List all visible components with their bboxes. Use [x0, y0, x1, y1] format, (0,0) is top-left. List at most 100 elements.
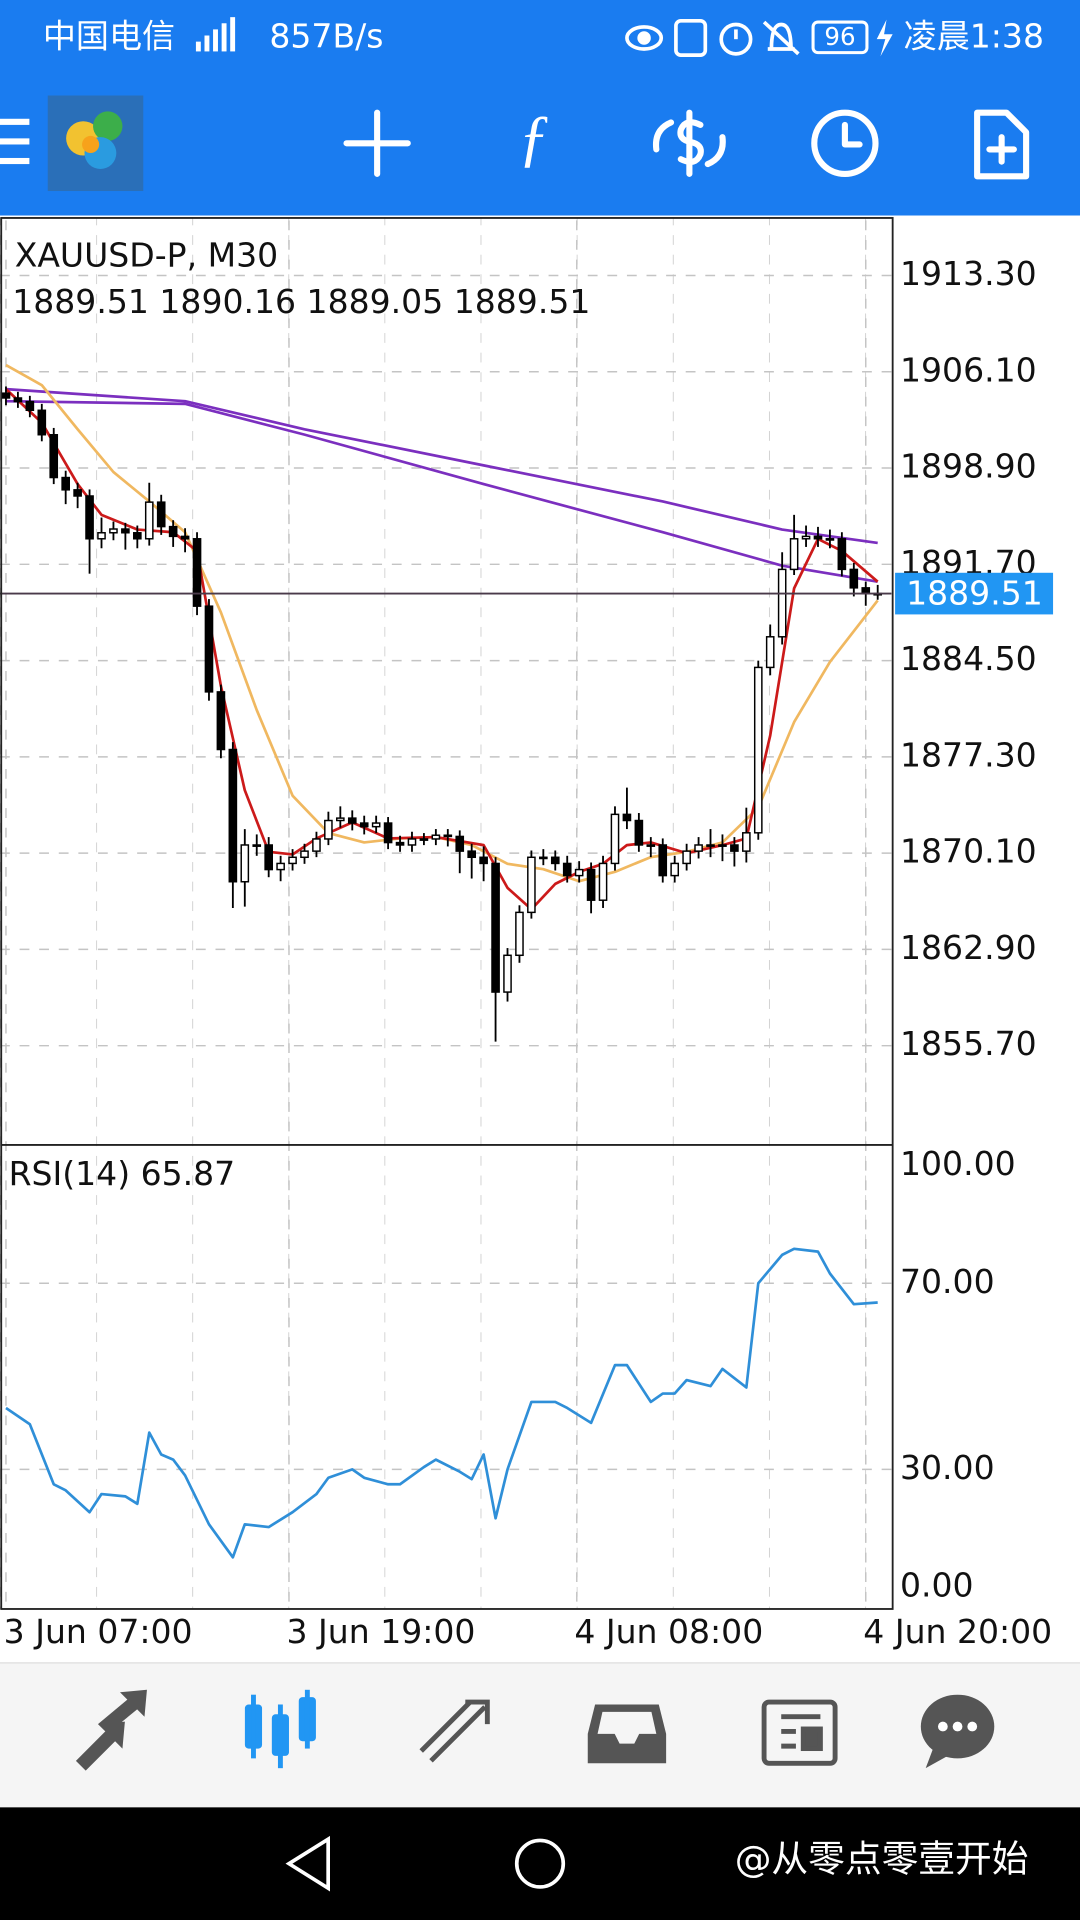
candle-body — [801, 535, 811, 540]
back-button[interactable] — [285, 1835, 330, 1892]
candle-body — [288, 856, 297, 865]
vertical-grid — [0, 217, 893, 1609]
candle-body — [562, 862, 572, 877]
indicator-line — [5, 387, 878, 545]
candle-body — [25, 400, 35, 412]
y-tick-label: 1870.10 — [900, 832, 1037, 871]
plot — [0, 220, 892, 1609]
candle-body — [407, 838, 417, 846]
candle-body — [121, 528, 130, 534]
candle-body — [359, 822, 369, 828]
candle-body — [61, 476, 70, 491]
candle-body — [491, 862, 500, 993]
indicators-button[interactable]: ƒ — [518, 102, 550, 173]
candle-body — [383, 822, 393, 844]
candle-body — [324, 819, 333, 840]
candle-body — [431, 834, 441, 840]
y-tick-label: 100.00 — [900, 1144, 1016, 1183]
candle-body — [1, 392, 11, 399]
candle-body — [109, 528, 118, 534]
candle-body — [742, 832, 751, 852]
candle-body — [622, 813, 632, 822]
candle-body — [443, 834, 453, 838]
history-tab[interactable] — [587, 1704, 667, 1764]
clock: 凌晨1:38 — [904, 16, 1044, 55]
candle-body — [539, 856, 548, 860]
candle-body — [300, 850, 309, 859]
candle-body — [144, 501, 154, 540]
candle-body — [730, 844, 739, 852]
chat-tab[interactable] — [920, 1694, 995, 1769]
candle-body — [252, 844, 262, 847]
status-icons — [625, 18, 800, 57]
candle-body — [753, 666, 763, 834]
quotes-tab[interactable] — [75, 1689, 147, 1771]
chart-tab[interactable] — [244, 1689, 316, 1769]
candle-body — [658, 844, 668, 877]
indicator-line — [5, 1247, 878, 1559]
candle-body — [849, 568, 859, 589]
y-tick-label: 1913.30 — [900, 254, 1037, 293]
candle-body — [395, 841, 405, 846]
candle-body — [789, 538, 799, 571]
candle-body — [85, 495, 94, 540]
candle-body — [765, 636, 775, 669]
candle-body — [694, 844, 703, 852]
app-logo[interactable] — [47, 95, 144, 192]
battery-level: 96 — [824, 22, 855, 51]
chart-title: XAUUSD-P, M30 — [15, 236, 278, 275]
y-tick-label: 1862.90 — [900, 928, 1037, 967]
trade-button[interactable] — [652, 109, 726, 177]
y-tick-label: 1906.10 — [900, 350, 1037, 389]
signal-icon — [195, 17, 236, 52]
candle-body — [706, 844, 715, 847]
candle-body — [646, 844, 656, 847]
y-tick-label: 1898.90 — [900, 447, 1037, 486]
y-tick-label: 0.00 — [900, 1565, 974, 1604]
candle-body — [49, 434, 59, 479]
new-order-button[interactable] — [974, 109, 1030, 180]
candle-body — [204, 605, 214, 693]
y-tick-label: 30.00 — [900, 1448, 995, 1487]
menu-button[interactable] — [0, 118, 30, 165]
header-bg — [0, 0, 1080, 216]
home-button[interactable] — [514, 1838, 566, 1889]
candle-body — [527, 856, 536, 914]
x-tick-label: 4 Jun 20:00 — [863, 1612, 1052, 1651]
candle-body — [156, 501, 166, 528]
history-button[interactable] — [811, 109, 879, 177]
candle-body — [192, 538, 202, 607]
last-price-box — [895, 572, 1054, 615]
candle-body — [682, 850, 691, 865]
candle-body — [180, 535, 190, 540]
chart-frame — [0, 217, 894, 1610]
candle-body — [634, 819, 644, 846]
candle-body — [276, 862, 285, 871]
candle-body — [550, 856, 560, 865]
candle-body — [813, 535, 823, 540]
candle-body — [837, 538, 847, 571]
candle-body — [598, 862, 608, 901]
y-tick-label: 1855.70 — [900, 1024, 1037, 1063]
candle-body — [467, 850, 477, 859]
candle-body — [574, 868, 584, 877]
crosshair-button[interactable] — [343, 109, 411, 177]
trade-tab[interactable] — [419, 1699, 490, 1763]
battery-frame — [811, 20, 869, 55]
ohlc-readout: 1889.51 1890.16 1889.05 1889.51 — [12, 282, 590, 321]
news-tab[interactable] — [761, 1699, 838, 1766]
charging-icon — [876, 19, 893, 57]
candle-body — [228, 748, 238, 883]
last-price-label: 1889.51 — [906, 573, 1043, 612]
candle-body — [347, 817, 357, 824]
candle-body — [13, 397, 23, 403]
candle-body — [515, 911, 524, 957]
candle-body — [586, 868, 596, 901]
candle-body — [37, 409, 47, 436]
candle-body — [503, 954, 512, 993]
x-tick-label: 3 Jun 19:00 — [287, 1612, 476, 1651]
y-tick-label: 1884.50 — [900, 639, 1037, 678]
candle-body — [610, 813, 620, 865]
